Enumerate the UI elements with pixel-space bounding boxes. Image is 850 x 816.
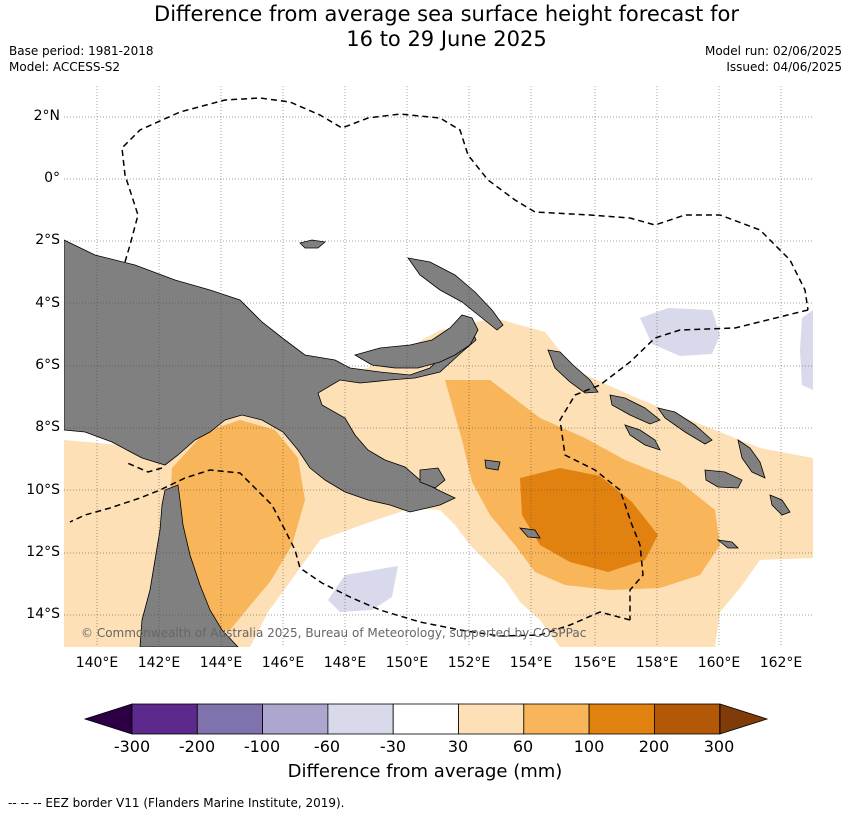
- colorbar-tick-label: 300: [703, 737, 735, 756]
- bougainville-land: [547, 349, 599, 394]
- colorbar-boxes: [131, 703, 721, 735]
- lat-label: 6°S: [35, 357, 60, 373]
- lat-label: 12°S: [26, 544, 60, 560]
- anomaly-100-200-area: [520, 468, 658, 572]
- colorbar-box: [392, 703, 459, 735]
- colorbar-box: [458, 703, 525, 735]
- colorbar-extend-low: [83, 703, 133, 735]
- milne-bay-islands-land: [419, 459, 739, 549]
- lon-label: 144°E: [199, 655, 243, 671]
- colorbar: [83, 703, 769, 735]
- lon-label: 156°E: [573, 655, 617, 671]
- solomon-islands-land: [609, 394, 791, 516]
- lat-label: 14°S: [26, 606, 60, 622]
- manus-land: [299, 239, 326, 249]
- lon-label: 152°E: [447, 655, 491, 671]
- new-ireland-land: [407, 257, 504, 331]
- meta-right: Model run: 02/06/2025 Issued: 04/06/2025: [705, 43, 842, 75]
- lat-label: 10°S: [26, 482, 60, 498]
- colorbar-tick-label: -30: [379, 737, 407, 756]
- colorbar-box: [262, 703, 329, 735]
- new-britain-land: [353, 314, 479, 369]
- lon-label: 140°E: [75, 655, 119, 671]
- lon-label: 158°E: [635, 655, 679, 671]
- colorbar-tick-label: 60: [512, 737, 534, 756]
- colorbar-tick-label: 100: [573, 737, 605, 756]
- lon-label: 154°E: [509, 655, 553, 671]
- lon-label: 160°E: [697, 655, 741, 671]
- map-area: [64, 86, 813, 647]
- title-line-2: 16 to 29 June 2025: [346, 27, 547, 51]
- colorbar-box: [654, 703, 721, 735]
- lat-label: 2°S: [35, 232, 60, 248]
- colorbar-tick-label: 200: [638, 737, 670, 756]
- colorbar-tick-label: -200: [178, 737, 216, 756]
- lon-label: 146°E: [261, 655, 305, 671]
- anomaly-60-100-west-area: [170, 420, 305, 632]
- colorbar-tick-label: -60: [313, 737, 341, 756]
- chart-title: Difference from average sea surface heig…: [0, 2, 850, 52]
- colorbar-tick-label: -300: [113, 737, 151, 756]
- cape-york-land: [139, 484, 239, 647]
- colorbar-box: [131, 703, 198, 735]
- base-period: Base period: 1981-2018: [9, 44, 154, 58]
- colorbar-box: [327, 703, 394, 735]
- colorbar-tick-label: -100: [243, 737, 281, 756]
- lat-label: 8°S: [35, 419, 60, 435]
- lat-label: 0°: [44, 170, 60, 186]
- new-guinea-land: [64, 239, 477, 513]
- anomaly-neg-30-60-south-area: [328, 566, 398, 612]
- eez-borders: [69, 97, 809, 637]
- colorbar-title: Difference from average (mm): [287, 761, 563, 782]
- model-run: Model run: 02/06/2025: [704, 44, 842, 58]
- anomaly-neg-30-60-east-area: [640, 308, 720, 356]
- colorbar-box: [523, 703, 590, 735]
- lon-label: 142°E: [137, 655, 181, 671]
- lon-label: 150°E: [385, 655, 429, 671]
- lat-label: 4°S: [35, 295, 60, 311]
- meta-left: Base period: 1981-2018 Model: ACCESS-S2: [9, 43, 154, 75]
- lon-label: 162°E: [759, 655, 803, 671]
- colorbar-box: [196, 703, 264, 735]
- anomaly-neg-30-60-farEast-area: [800, 310, 813, 390]
- issued-date: Issued: 04/06/2025: [726, 60, 842, 74]
- title-line-1: Difference from average sea surface heig…: [154, 2, 739, 26]
- copyright-notice: © Commonwealth of Australia 2025, Bureau…: [81, 626, 587, 640]
- eez-legend: -- -- -- EEZ border V11 (Flanders Marine…: [8, 796, 345, 810]
- colorbar-box: [588, 703, 655, 735]
- grid-lines: [64, 86, 813, 647]
- lat-label: 2°N: [33, 108, 60, 124]
- lon-label: 148°E: [323, 655, 367, 671]
- model-name: Model: ACCESS-S2: [9, 60, 121, 74]
- colorbar-extend-high: [719, 703, 769, 735]
- colorbar-tick-label: 30: [447, 737, 469, 756]
